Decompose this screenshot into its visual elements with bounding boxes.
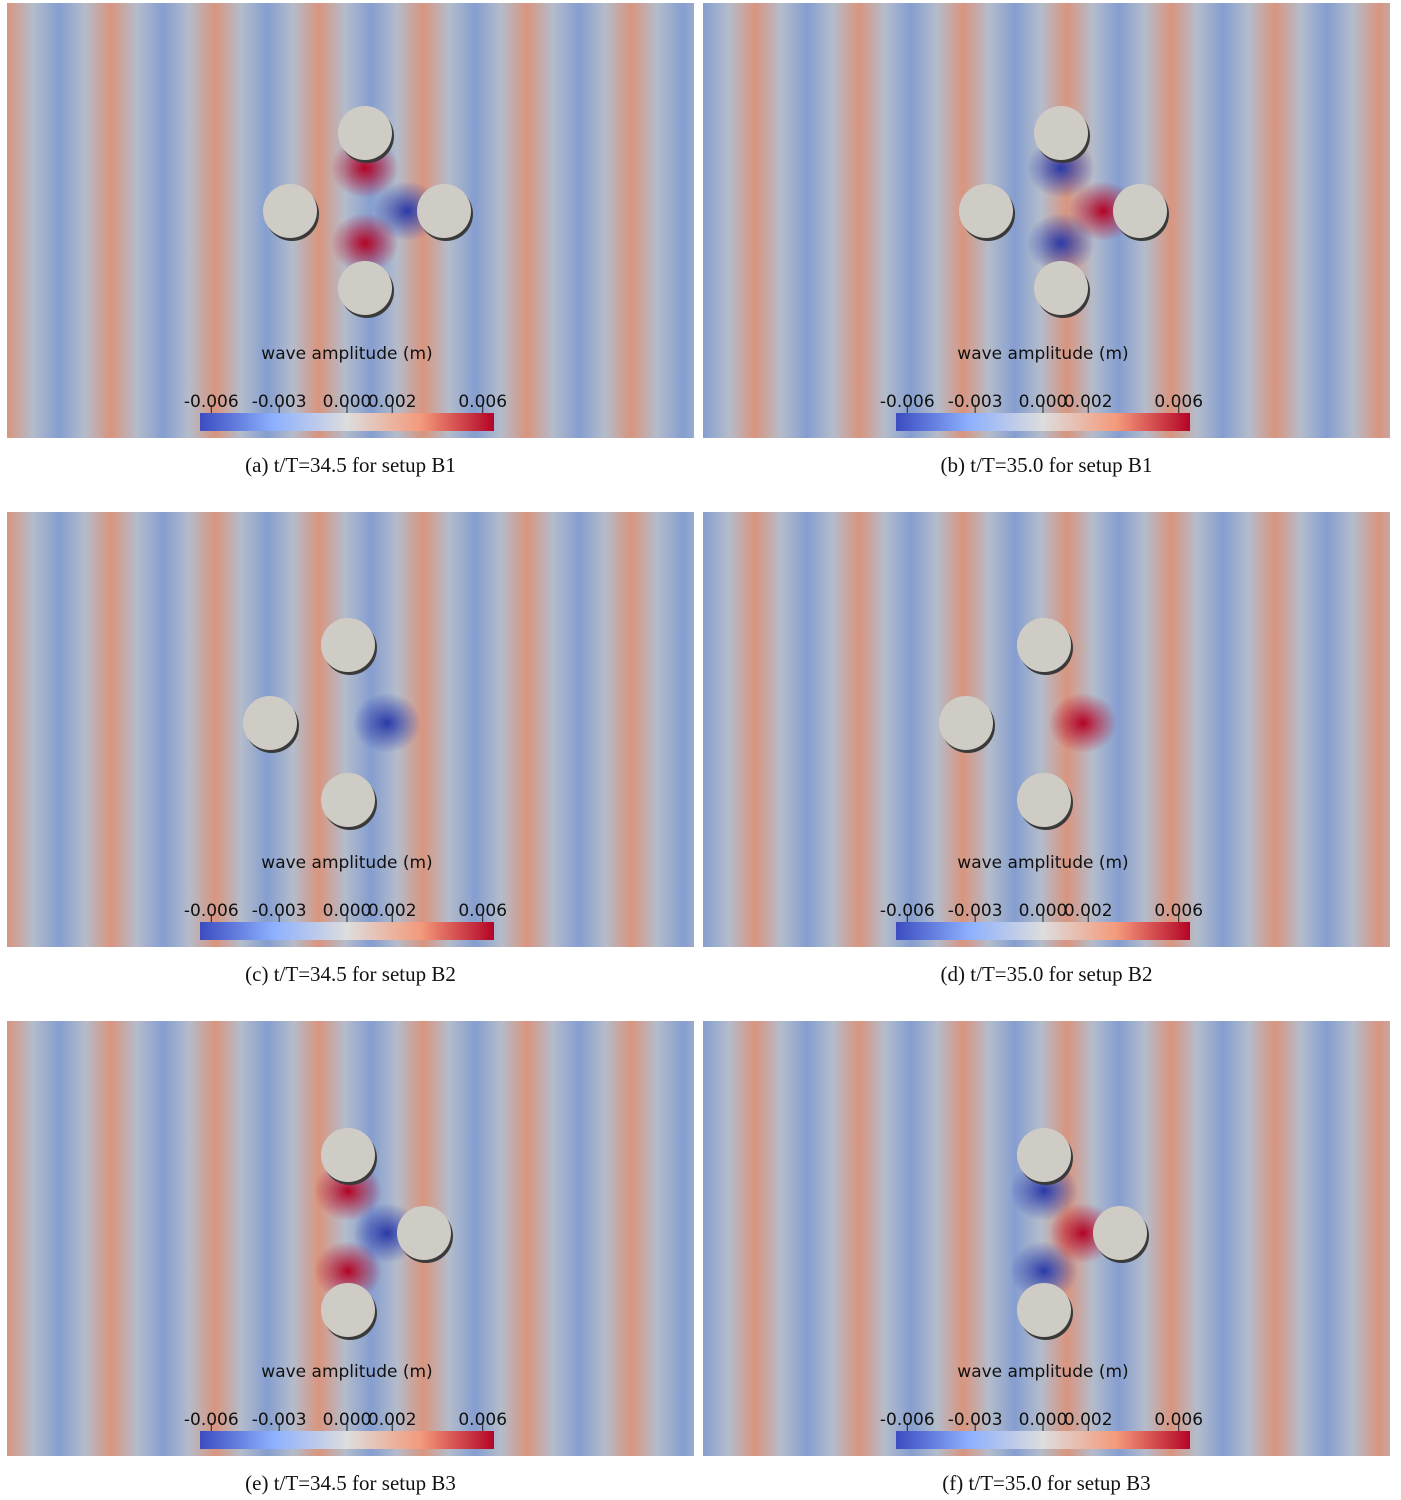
- colorbar-title: wave amplitude (m): [261, 853, 432, 873]
- colorbar-tick-label: 0.006: [458, 901, 507, 921]
- colorbar-title: wave amplitude (m): [957, 853, 1128, 873]
- cylinder: [1034, 261, 1088, 315]
- colorbar-tick-label: -0.006: [184, 1410, 239, 1430]
- colorbar-tick-label: 0.006: [458, 1410, 507, 1430]
- colorbar-tick-label: 0.006: [1154, 901, 1203, 921]
- panel: wave amplitude (m) -0.006 -0.003 0.0000.002…: [703, 3, 1390, 438]
- colorbar-tick-label: 0.002: [368, 1410, 417, 1430]
- colorbar-tick-label: -0.003: [252, 392, 307, 412]
- caption: (d) t/T=35.0 for setup B2: [941, 962, 1153, 986]
- cylinder: [1017, 773, 1071, 827]
- figure: wave amplitude (m)-0.006-0.0030.0000.002…: [0, 0, 1401, 1500]
- cylinder: [338, 261, 392, 315]
- wave-field: [7, 1021, 694, 1456]
- wave-field: [7, 512, 694, 947]
- colorbar-tick-label: -0.003: [252, 901, 307, 921]
- colorbar-tick-label: -0.006: [184, 901, 239, 921]
- wave-hotspot: [353, 693, 421, 753]
- cylinder: [1093, 1206, 1147, 1260]
- cylinder: [338, 106, 392, 160]
- colorbar: [896, 413, 1190, 431]
- colorbar-tick-label: 0.000: [323, 392, 372, 412]
- colorbar-tick-label: 0.000: [323, 901, 372, 921]
- cylinder: [321, 1283, 375, 1337]
- cylinder: [243, 696, 297, 750]
- colorbar-tick-label: -0.003: [948, 392, 1003, 412]
- colorbar-tick-label: 0.002: [1064, 1410, 1113, 1430]
- wave-field: [703, 1021, 1390, 1456]
- cylinder: [321, 618, 375, 672]
- cylinder: [321, 773, 375, 827]
- caption: (f) t/T=35.0 for setup B3: [942, 1471, 1150, 1495]
- colorbar-tick-label: -0.003: [948, 901, 1003, 921]
- cylinder: [417, 184, 471, 238]
- colorbar-tick-label: 0.002: [1064, 901, 1113, 921]
- colorbar-tick-label: 0.000: [1019, 392, 1068, 412]
- cylinder: [1017, 1283, 1071, 1337]
- panel: wave amplitude (m) -0.006 -0.003 0.0000.002…: [7, 1021, 694, 1456]
- cylinder: [397, 1206, 451, 1260]
- colorbar-tick-label: 0.002: [368, 392, 417, 412]
- panel: wave amplitude (m) -0.006 -0.003 0.0000.002…: [703, 512, 1390, 947]
- caption: (a) t/T=34.5 for setup B1: [245, 453, 456, 477]
- colorbar-title: wave amplitude (m): [261, 1362, 432, 1382]
- colorbar-tick-label: 0.006: [1154, 392, 1203, 412]
- caption: (e) t/T=34.5 for setup B3: [245, 1471, 456, 1495]
- cylinder: [939, 696, 993, 750]
- colorbar-tick-label: -0.003: [948, 1410, 1003, 1430]
- colorbar-tick-label: -0.006: [880, 901, 935, 921]
- colorbar-tick-label: -0.003: [252, 1410, 307, 1430]
- colorbar-tick-label: 0.000: [1019, 901, 1068, 921]
- caption: (b) t/T=35.0 for setup B1: [941, 453, 1153, 477]
- panel: wave amplitude (m) -0.006 -0.003 0.0000.002…: [7, 512, 694, 947]
- cylinder: [321, 1128, 375, 1182]
- cylinder: [1034, 106, 1088, 160]
- colorbar: [200, 1431, 494, 1449]
- colorbar-tick-label: 0.002: [1064, 392, 1113, 412]
- colorbar-title: wave amplitude (m): [261, 344, 432, 364]
- colorbar-tick-label: 0.000: [323, 1410, 372, 1430]
- colorbar: [896, 922, 1190, 940]
- colorbar-tick-label: 0.006: [458, 392, 507, 412]
- colorbar-tick-label: -0.006: [880, 392, 935, 412]
- colorbar-title: wave amplitude (m): [957, 1362, 1128, 1382]
- colorbar: [896, 1431, 1190, 1449]
- colorbar-tick-label: 0.000: [1019, 1410, 1068, 1430]
- cylinder: [1017, 1128, 1071, 1182]
- cylinder: [1113, 184, 1167, 238]
- wave-hotspot: [1049, 693, 1117, 753]
- colorbar: [200, 922, 494, 940]
- panel: wave amplitude (m) -0.006 -0.003 0.0000.002…: [703, 1021, 1390, 1456]
- colorbar: [200, 413, 494, 431]
- cylinder: [959, 184, 1013, 238]
- colorbar-tick-label: -0.006: [880, 1410, 935, 1430]
- wave-field: [703, 512, 1390, 947]
- colorbar-tick-label: -0.006: [184, 392, 239, 412]
- colorbar-tick-label: 0.002: [368, 901, 417, 921]
- cylinder: [1017, 618, 1071, 672]
- caption: (c) t/T=34.5 for setup B2: [245, 962, 456, 986]
- colorbar-title: wave amplitude (m): [957, 344, 1128, 364]
- panel: wave amplitude (m) -0.006 -0.003 0.0000.002…: [7, 3, 694, 438]
- colorbar-tick-label: 0.006: [1154, 1410, 1203, 1430]
- cylinder: [263, 184, 317, 238]
